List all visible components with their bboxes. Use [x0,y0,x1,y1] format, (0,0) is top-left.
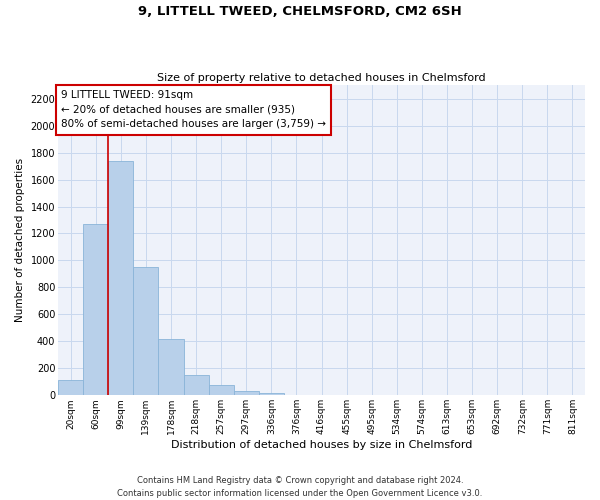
Bar [184,375,209,396]
Title: Size of property relative to detached houses in Chelmsford: Size of property relative to detached ho… [157,73,486,83]
Y-axis label: Number of detached properties: Number of detached properties [15,158,25,322]
Text: 9 LITTELL TWEED: 91sqm
← 20% of detached houses are smaller (935)
80% of semi-de: 9 LITTELL TWEED: 91sqm ← 20% of detached… [61,90,326,130]
Bar [259,392,284,396]
Bar [234,391,259,396]
Text: Contains HM Land Registry data © Crown copyright and database right 2024.
Contai: Contains HM Land Registry data © Crown c… [118,476,482,498]
Bar [108,160,133,396]
Bar [209,385,234,396]
Bar [158,340,184,396]
Bar [83,224,108,396]
X-axis label: Distribution of detached houses by size in Chelmsford: Distribution of detached houses by size … [171,440,472,450]
Bar [58,380,83,396]
Bar [133,267,158,396]
Text: 9, LITTELL TWEED, CHELMSFORD, CM2 6SH: 9, LITTELL TWEED, CHELMSFORD, CM2 6SH [138,5,462,18]
